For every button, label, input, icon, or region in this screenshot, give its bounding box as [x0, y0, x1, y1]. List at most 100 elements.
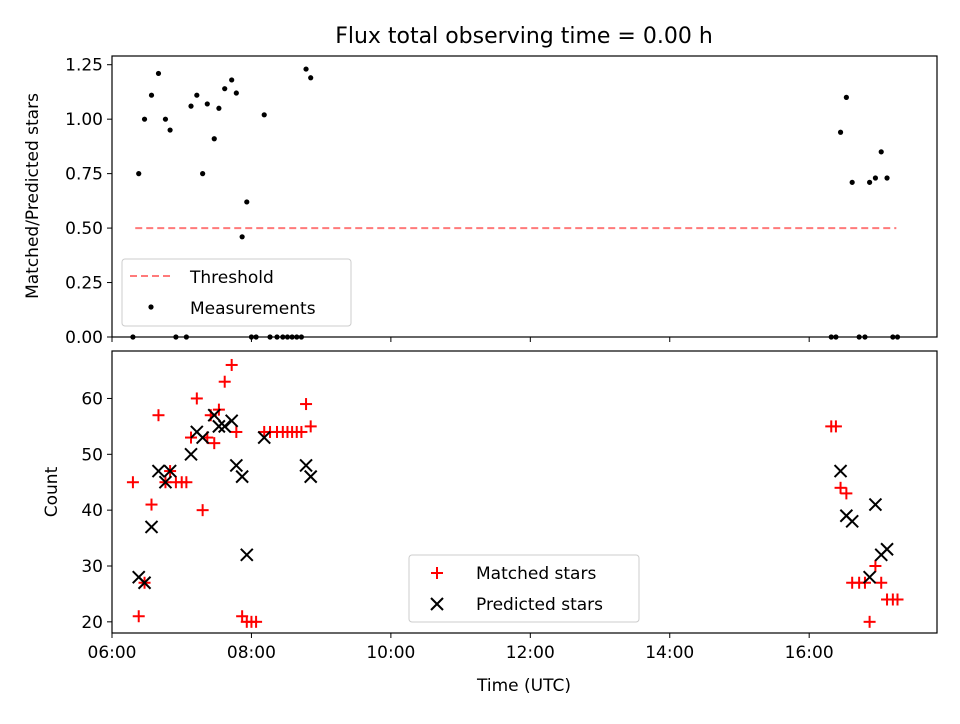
matched-star-point: [218, 375, 231, 388]
measurement-point: [141, 116, 148, 122]
measurement-point: [843, 94, 849, 100]
measurement-point: [244, 199, 250, 205]
matched-star-point: [304, 420, 317, 433]
predicted-star-point-b: [880, 542, 894, 556]
matched-star-point: [829, 420, 842, 433]
measurement-point: [239, 234, 245, 240]
bottom-x-tick-label: 12:00: [506, 643, 555, 663]
matched-star-point: [834, 481, 847, 494]
bottom-axes-frame: [111, 350, 938, 634]
predicted-star-point: [833, 464, 848, 478]
top-y-axis: 0.00 0.25 0.50 0.75 1.00 1.25: [65, 56, 112, 348]
predicted-star-point-b: [212, 419, 226, 434]
predicted-star-point: [235, 469, 249, 484]
top-y-tick-label: 1.00: [65, 110, 103, 130]
matched-star-point: [145, 498, 158, 511]
matched-star-point: [126, 476, 139, 489]
measurement-point: [211, 136, 217, 142]
predicted-star-point: [868, 497, 883, 512]
predicted-star-point: [257, 430, 271, 445]
predicted-star-point-b: [229, 458, 244, 473]
predicted-star-point-b: [862, 570, 877, 584]
predicted-star-point-b: [184, 447, 198, 462]
bottom-x-tick-label: 16:00: [785, 643, 834, 663]
predicted-star-point: [240, 548, 254, 562]
legend-matched-swatch: [431, 567, 443, 579]
predicted-star-point: [229, 458, 244, 473]
predicted-star-point-b: [137, 576, 152, 590]
measurement-point: [837, 129, 844, 135]
measurement-point: [162, 116, 169, 122]
matched-star-point: [875, 576, 888, 589]
measurement-point: [222, 86, 228, 92]
measurement-point: [148, 92, 155, 98]
bottom-legend: Matched stars Predicted stars: [408, 554, 640, 623]
predicted-star-point-b: [224, 414, 239, 428]
measurement-point: [155, 70, 162, 77]
measurement-point: [136, 171, 142, 177]
predicted-star-point-b: [868, 497, 883, 512]
top-y-tick-label: 0.50: [65, 219, 103, 239]
top-y-tick-label: 0.75: [65, 165, 103, 185]
predicted-star-point-b: [163, 464, 177, 478]
legend-measurements-swatch: [148, 304, 154, 310]
predicted-star-point: [163, 464, 177, 478]
matched-star-point: [190, 392, 203, 405]
bottom-x-axis: 06:00 08:00 10:00 12:00 14:00 16:00: [88, 633, 834, 663]
predicted-star-point-b: [195, 430, 210, 445]
measurement-point: [849, 179, 855, 185]
measurement-point: [867, 179, 873, 185]
predicted-star-point: [195, 430, 210, 445]
predicted-star-point-b: [257, 430, 271, 445]
measurement-point: [167, 127, 173, 133]
measurement-point: [216, 105, 222, 111]
top-y-tick-label: 0.00: [65, 328, 103, 348]
matched-star-point: [180, 476, 193, 489]
matched-star-point: [840, 487, 853, 500]
measurement-point: [194, 92, 200, 98]
predicted-star-point-b: [158, 475, 173, 489]
bottom-y-tick-label: 30: [81, 557, 103, 577]
bottom-y-tick-label: 40: [81, 501, 103, 521]
matched-star-point: [863, 615, 876, 628]
measurement-point: [204, 101, 210, 107]
bottom-y-tick-label: 20: [81, 613, 103, 633]
predicted-star-point-b: [303, 469, 318, 484]
matched-star-point: [250, 615, 263, 628]
predicted-star-point: [845, 514, 859, 529]
predicted-star-point: [158, 475, 173, 489]
predicted-star-point-b: [833, 464, 848, 478]
measurement-point: [188, 103, 194, 109]
bottom-x-tick-label: 08:00: [227, 643, 276, 663]
top-axes-frame: [111, 55, 938, 338]
predicted-star-point: [224, 414, 239, 428]
matched-star-point: [225, 358, 238, 371]
matched-star-point: [891, 593, 904, 606]
predicted-star-point-b: [845, 514, 859, 529]
legend-predicted-swatch: [430, 597, 444, 611]
measurement-point: [229, 77, 235, 83]
matched-star-point: [208, 437, 221, 450]
top-y-tick-label: 0.25: [65, 274, 103, 294]
chart-title: Flux total observing time = 0.00 h: [335, 24, 713, 49]
matched-star-point: [230, 425, 243, 438]
top-legend: Threshold Measurements: [121, 258, 352, 327]
predicted-star-point-b: [299, 458, 313, 473]
measurement-point: [308, 75, 314, 81]
legend-matched-label: Matched stars: [476, 564, 596, 584]
predicted-star-point: [137, 576, 152, 590]
bottom-y-axis-label: Count: [42, 466, 62, 517]
measurement-point: [261, 112, 267, 118]
legend-measurements-label: Measurements: [190, 299, 316, 319]
predicted-star-point-b: [151, 464, 166, 478]
top-legend-box: [121, 258, 352, 327]
legend-predicted-marker-b: [430, 597, 444, 611]
matched-star-point: [132, 610, 145, 623]
predicted-star-point: [880, 542, 894, 556]
bottom-y-tick-label: 50: [81, 445, 103, 465]
measurement-point: [233, 90, 239, 96]
measurement-point: [200, 171, 206, 177]
bottom-x-tick-label: 14:00: [645, 643, 694, 663]
measurement-point: [878, 149, 884, 155]
